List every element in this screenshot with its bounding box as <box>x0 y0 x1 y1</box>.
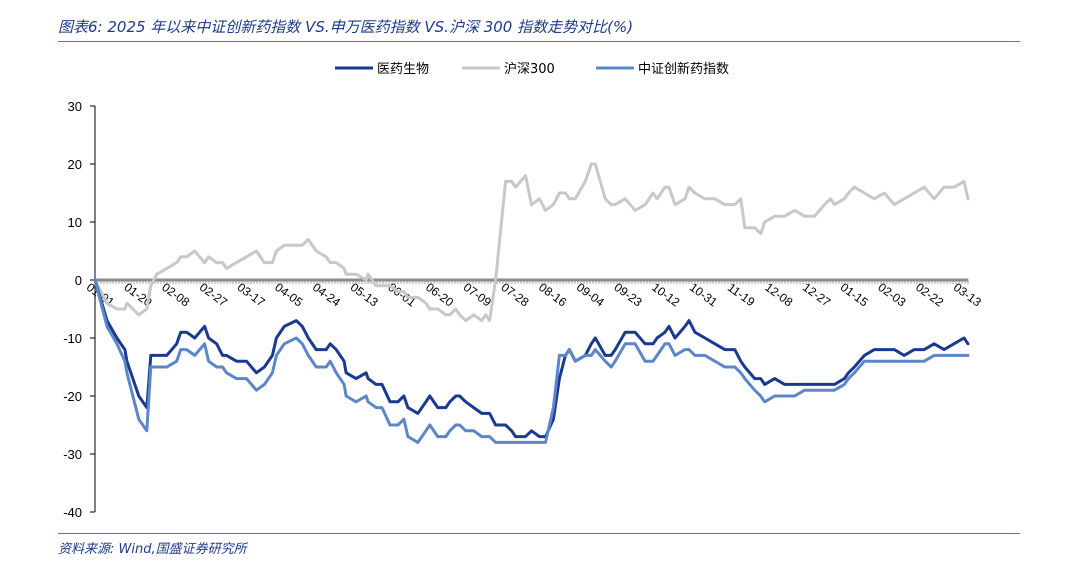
zero-baseline <box>94 278 969 284</box>
legend-label-3: 中证创新药指数 <box>638 61 729 77</box>
series-line-2 <box>93 162 970 323</box>
legend: 医药生物 沪深300 中证创新药指数 <box>335 61 729 77</box>
series-line-1 <box>93 278 970 439</box>
x-tick-label: 10-31 <box>687 280 720 310</box>
y-tick-label: -30 <box>63 447 82 462</box>
y-tick-label: 0 <box>75 273 82 288</box>
legend-label-1: 医药生物 <box>377 62 429 77</box>
x-tick-label: 10-12 <box>649 280 682 310</box>
x-tick-label: 08-16 <box>536 280 569 310</box>
x-tick-label: 11-19 <box>725 280 758 309</box>
y-tick-label: -40 <box>63 505 82 520</box>
x-tick-label: 01-15 <box>838 280 871 310</box>
x-tick-label: 02-08 <box>159 280 192 310</box>
x-tick-label: 09-04 <box>574 280 607 310</box>
series-lines <box>93 162 970 444</box>
x-tick-label: 03-13 <box>951 280 984 310</box>
y-tick-label: -20 <box>63 389 82 404</box>
legend-label-2: 沪深300 <box>504 61 555 77</box>
x-tick-label: 07-28 <box>498 280 531 310</box>
x-tick-label: 04-24 <box>310 280 343 310</box>
bottom-rule <box>58 533 1020 534</box>
x-tick-label: 02-03 <box>875 280 908 310</box>
top-rule <box>58 41 1020 42</box>
chart-title: 图表6: 2025 年以来中证创新药指数 VS.申万医药指数 VS.沪深 300… <box>58 18 634 36</box>
x-axis-ticks: 01-01 01-20 02-08 02-27 03-17 04-05 04-24 05-13… <box>84 280 984 310</box>
x-tick-label: 02-22 <box>913 280 946 310</box>
x-tick-label: 09-23 <box>612 280 645 310</box>
series-line-3 <box>93 278 970 444</box>
y-axis-ticks: 30 20 10 0 -10 -20 -30 -40 <box>63 99 95 520</box>
x-tick-label: 12-27 <box>800 280 833 310</box>
y-tick-label: 10 <box>68 215 82 230</box>
y-tick-label: 30 <box>68 99 82 114</box>
x-tick-label: 04-05 <box>272 280 305 310</box>
y-tick-label: -10 <box>63 331 82 346</box>
source-note: 资料来源: Wind,国盛证券研究所 <box>58 542 247 557</box>
x-tick-label: 12-08 <box>762 280 795 310</box>
x-tick-label: 03-17 <box>235 280 268 310</box>
x-tick-label: 07-09 <box>461 280 494 310</box>
x-tick-label: 02-27 <box>197 280 230 310</box>
y-tick-label: 20 <box>68 157 82 172</box>
